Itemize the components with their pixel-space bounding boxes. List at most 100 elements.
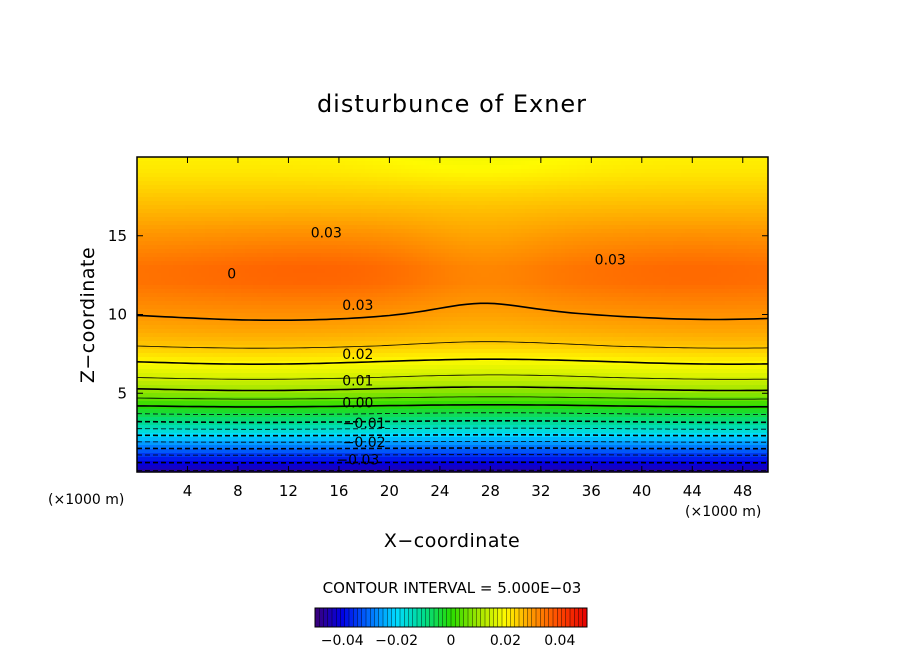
fill-cell [625,169,630,174]
fill-cell [677,209,682,214]
fill-cell [629,181,634,186]
fill-cell [689,241,694,246]
fill-cell [385,181,390,186]
fill-cell [717,169,722,174]
fill-cell [465,265,470,270]
fill-cell [225,185,230,190]
fill-cell [425,249,430,254]
fill-cell [501,241,506,246]
fill-cell [205,281,210,286]
fill-cell [637,169,642,174]
fill-cell [197,265,202,270]
fill-cell [633,213,638,218]
fill-cell [141,257,146,262]
fill-cell [189,237,194,242]
fill-cell [485,281,490,286]
fill-cell [341,261,346,266]
fill-cell [153,189,158,194]
fill-cell [401,201,406,206]
fill-cell [233,237,238,242]
fill-cell [553,193,558,198]
fill-cell [485,157,490,162]
fill-cell [349,209,354,214]
fill-cell [217,165,222,170]
fill-cell [245,241,250,246]
fill-cell [665,233,670,238]
fill-cell [385,197,390,202]
fill-cell [321,193,326,198]
fill-cell [149,209,154,214]
fill-cell [537,277,542,282]
fill-cell [709,245,714,250]
fill-cell [733,209,738,214]
fill-cell [473,157,478,162]
fill-cell [345,181,350,186]
fill-cell [705,277,710,282]
fill-cell [301,177,306,182]
fill-cell [457,233,462,238]
fill-cell [669,277,674,282]
fill-cell [457,221,462,226]
fill-cell [685,209,690,214]
fill-cell [437,225,442,230]
fill-cell [629,169,634,174]
fill-cell [305,209,310,214]
fill-cell [349,241,354,246]
fill-cell [621,257,626,262]
fill-cell [153,281,158,286]
fill-cell [709,189,714,194]
fill-cell [449,197,454,202]
fill-cell [693,225,698,230]
fill-cell [205,265,210,270]
fill-cell [433,157,438,162]
fill-cell [181,277,186,282]
fill-cell [445,233,450,238]
fill-cell [357,201,362,206]
fill-cell [457,261,462,266]
fill-cell [677,261,682,266]
fill-cell [193,237,198,242]
fill-cell [581,193,586,198]
fill-cell [593,161,598,166]
fill-cell [245,213,250,218]
fill-cell [505,201,510,206]
fill-cell [553,185,558,190]
fill-cell [517,201,522,206]
fill-cell [321,201,326,206]
fill-cell [661,189,666,194]
fill-cell [361,265,366,270]
fill-cell [669,225,674,230]
fill-cell [569,201,574,206]
fill-cell [209,193,214,198]
fill-cell [677,189,682,194]
fill-cell [505,157,510,162]
fill-cell [221,197,226,202]
fill-cell [561,269,566,274]
fill-cell [489,217,494,222]
fill-cell [205,205,210,210]
fill-cell [333,169,338,174]
fill-cell [713,157,718,162]
fill-cell [177,209,182,214]
fill-cell [421,189,426,194]
fill-cell [553,245,558,250]
fill-cell [633,249,638,254]
fill-cell [297,221,302,226]
fill-cell [265,157,270,162]
fill-cell [573,225,578,230]
fill-cell [409,233,414,238]
fill-cell [485,209,490,214]
fill-cell [253,261,258,266]
fill-cell [617,221,622,226]
fill-cell [505,253,510,258]
fill-cell [237,209,242,214]
fill-cell [225,177,230,182]
fill-cell [197,237,202,242]
fill-cell [345,225,350,230]
fill-cell [417,205,422,210]
fill-cell [377,253,382,258]
fill-cell [205,161,210,166]
fill-cell [681,189,686,194]
fill-cell [557,169,562,174]
fill-cell [269,217,274,222]
